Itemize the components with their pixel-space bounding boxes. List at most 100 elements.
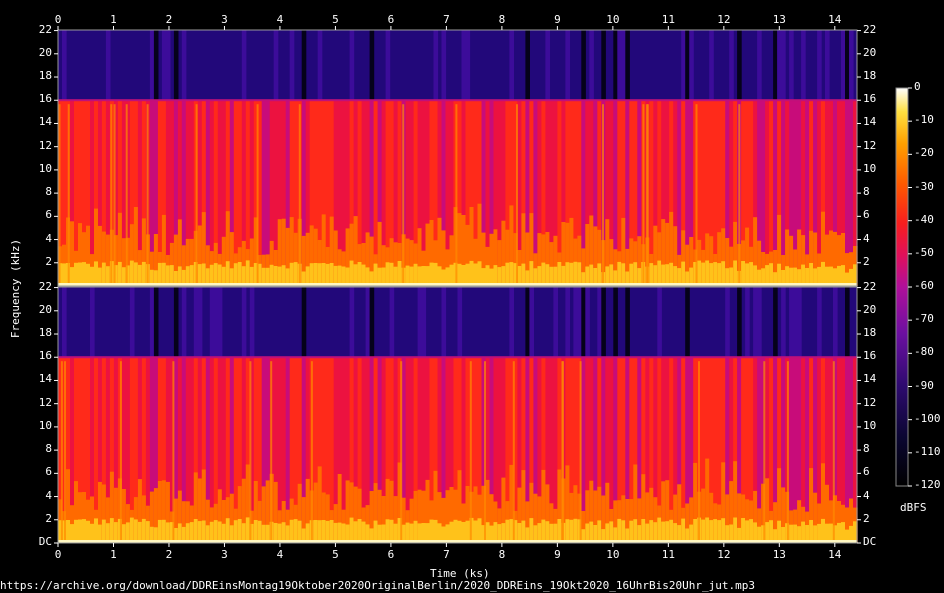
low-frequency-band xyxy=(357,488,363,543)
bass-band xyxy=(545,521,550,543)
low-frequency-band xyxy=(773,502,778,543)
above-cutoff-column xyxy=(433,30,439,101)
above-cutoff-column xyxy=(209,287,215,358)
bass-band xyxy=(169,265,175,286)
dc-band xyxy=(58,283,857,286)
bass-band xyxy=(237,519,243,543)
bass-band xyxy=(777,520,782,543)
bass-band xyxy=(137,264,143,286)
bass-band xyxy=(329,263,335,286)
spectral-column xyxy=(337,357,343,543)
spectral-column xyxy=(189,357,195,543)
above-cutoff-column xyxy=(153,287,159,358)
low-frequency-band xyxy=(133,207,139,286)
above-cutoff-column xyxy=(581,287,586,358)
low-frequency-band xyxy=(533,493,538,543)
bass-band xyxy=(405,522,411,543)
bass-band xyxy=(441,269,447,286)
bass-band xyxy=(689,524,694,543)
bass-band xyxy=(301,528,307,543)
bass-band xyxy=(149,269,155,286)
above-cutoff-column xyxy=(565,287,570,358)
low-frequency-band xyxy=(437,217,443,286)
x-tick-label-bottom: 1 xyxy=(110,548,117,561)
y-tick-label-left: 2 xyxy=(45,511,52,525)
above-cutoff-column xyxy=(441,287,447,358)
above-cutoff-column xyxy=(317,30,323,101)
low-frequency-band xyxy=(82,492,87,543)
y-tick-label-left: 10 xyxy=(38,161,52,175)
x-tick-label-top: 5 xyxy=(332,13,339,26)
low-frequency-band xyxy=(549,503,554,543)
bass-band xyxy=(513,520,518,543)
low-frequency-band xyxy=(465,486,471,543)
spectral-column xyxy=(533,100,538,286)
above-cutoff-column xyxy=(389,287,395,358)
low-frequency-band xyxy=(521,470,526,543)
colorbar-tick-label: -100 xyxy=(914,411,941,425)
above-cutoff-column xyxy=(161,30,167,101)
spectral-column xyxy=(361,357,367,543)
bass-band xyxy=(821,261,826,286)
bass-band xyxy=(477,518,483,543)
low-frequency-band xyxy=(177,219,183,286)
above-cutoff-column xyxy=(845,30,850,101)
bass-band xyxy=(94,261,99,286)
low-frequency-band xyxy=(781,487,786,543)
spectral-column xyxy=(441,357,447,543)
spectral-column xyxy=(621,357,626,543)
spectral-column xyxy=(621,100,626,286)
transient-streak xyxy=(698,361,700,543)
low-frequency-band xyxy=(809,230,814,286)
spectral-column xyxy=(349,357,355,543)
bass-band xyxy=(757,526,762,543)
spectral-column xyxy=(781,100,786,286)
low-frequency-band xyxy=(537,233,542,286)
spectral-column xyxy=(533,357,538,543)
x-tick-label-top: 2 xyxy=(165,13,173,26)
bass-band xyxy=(90,266,95,286)
bass-band xyxy=(577,262,582,286)
low-frequency-band xyxy=(721,228,726,286)
bass-band xyxy=(497,524,502,543)
transient-streak xyxy=(738,104,741,286)
spectral-column xyxy=(789,357,794,543)
bass-band xyxy=(285,525,291,543)
bass-band xyxy=(845,272,850,286)
bass-band xyxy=(201,520,207,543)
low-frequency-band xyxy=(457,213,463,286)
bass-band xyxy=(605,266,610,286)
low-frequency-band xyxy=(449,235,455,286)
transient-streak xyxy=(270,361,273,543)
spectral-column xyxy=(377,100,383,286)
x-tick-label-top: 9 xyxy=(554,13,561,26)
bass-band xyxy=(165,522,171,543)
y-tick-label-right: 14 xyxy=(863,115,877,129)
low-frequency-band xyxy=(785,229,790,286)
spectral-column xyxy=(585,100,590,286)
low-frequency-band xyxy=(397,462,403,543)
above-cutoff-column xyxy=(793,287,798,358)
spectral-column xyxy=(505,357,510,543)
bass-band xyxy=(693,519,698,543)
spectral-column xyxy=(94,100,99,286)
bass-band xyxy=(841,265,846,286)
above-cutoff-column xyxy=(213,287,219,358)
bass-band xyxy=(585,523,590,543)
transient-streak xyxy=(64,361,66,543)
spectral-column xyxy=(285,357,291,543)
bass-band xyxy=(421,266,427,286)
channel-1-spectrogram xyxy=(58,30,858,286)
transient-streak xyxy=(516,104,518,286)
low-frequency-band xyxy=(173,234,179,286)
bass-band xyxy=(749,519,754,543)
low-frequency-band xyxy=(705,458,710,543)
bass-band xyxy=(765,265,770,286)
low-frequency-band xyxy=(313,228,319,286)
spectral-column xyxy=(681,357,686,543)
bass-band xyxy=(397,518,403,543)
above-cutoff-column xyxy=(753,287,758,358)
spectral-column xyxy=(489,100,495,286)
spectral-column xyxy=(349,100,355,286)
spectral-column xyxy=(665,357,670,543)
